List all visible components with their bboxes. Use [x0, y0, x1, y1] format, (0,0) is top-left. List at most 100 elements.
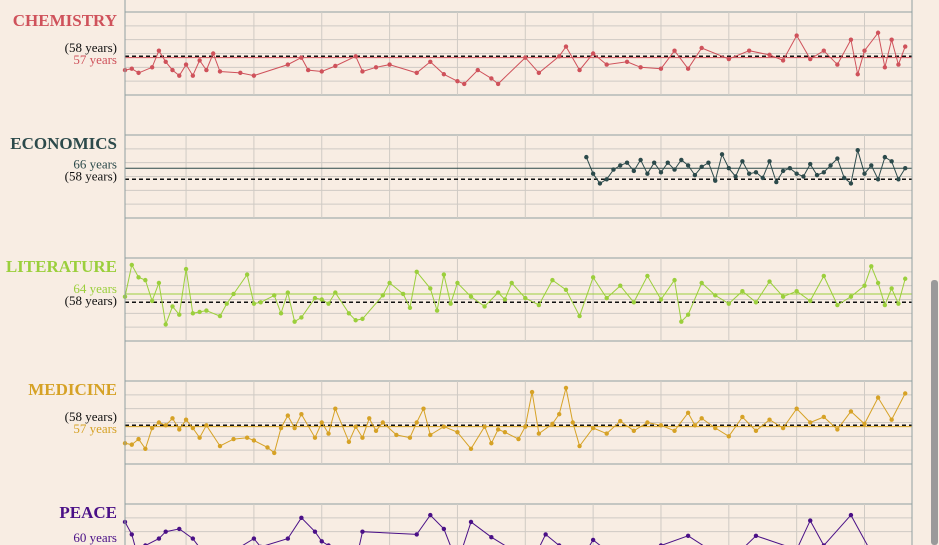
data-point [523, 55, 528, 60]
data-point [190, 536, 196, 541]
data-point [448, 301, 453, 306]
data-point [699, 45, 704, 51]
data-point [740, 414, 745, 420]
data-point [631, 168, 637, 174]
data-point [360, 435, 365, 440]
data-point [814, 172, 820, 178]
panel: LITERATURE 64 years(58 years) [6, 257, 912, 342]
data-point [394, 432, 399, 438]
data-point [346, 439, 352, 445]
data-point [299, 55, 304, 60]
data-point [618, 163, 623, 168]
overall-average-label: (58 years) [65, 40, 117, 55]
data-point [502, 297, 508, 302]
data-point [353, 318, 358, 323]
data-point [170, 416, 175, 421]
data-point [272, 450, 277, 456]
data-point [590, 51, 596, 56]
data-point [760, 175, 765, 181]
data-point [489, 76, 494, 81]
average-label: 57 years [73, 421, 117, 436]
data-point [719, 152, 725, 157]
data-point [808, 298, 813, 304]
data-point [618, 418, 623, 424]
data-point [258, 300, 263, 305]
data-point [217, 443, 223, 449]
data-point [536, 302, 542, 308]
data-point [149, 298, 155, 304]
data-point [177, 427, 182, 432]
data-point [428, 286, 433, 291]
data-point [143, 446, 148, 451]
data-point [251, 536, 257, 541]
data-point [713, 293, 718, 298]
data-point [468, 294, 474, 299]
data-point [156, 536, 162, 541]
data-point [794, 289, 799, 294]
data-point [733, 174, 738, 179]
data-point [869, 163, 874, 168]
data-point [557, 54, 562, 59]
data-point [319, 297, 324, 302]
data-point [848, 181, 854, 186]
data-line [124, 31, 906, 85]
data-point [326, 301, 331, 306]
data-point [204, 423, 209, 428]
panel: MEDICINE 57 years(58 years) [28, 380, 912, 465]
data-point [672, 167, 677, 172]
overall-average-label: (58 years) [65, 409, 117, 424]
data-point [848, 409, 854, 414]
data-point [183, 417, 189, 422]
data-point [794, 33, 799, 38]
data-point [604, 295, 609, 301]
data-point [360, 69, 365, 74]
data-point [536, 70, 542, 76]
data-point [428, 59, 433, 64]
data-point [149, 65, 155, 70]
data-point [740, 159, 745, 164]
data-point [679, 157, 684, 163]
data-point [421, 406, 426, 411]
data-line [124, 387, 906, 454]
panel: CHEMISTRY 57 years(58 years) [13, 11, 912, 96]
data-point [468, 519, 474, 525]
data-point [726, 56, 732, 62]
data-point [183, 266, 189, 272]
data-point [740, 289, 745, 294]
data-point [821, 170, 827, 175]
average-label: 60 years [73, 530, 117, 545]
data-point [590, 171, 596, 176]
data-point [177, 526, 182, 532]
data-point [692, 423, 698, 428]
data-point [170, 67, 175, 73]
data-point [658, 170, 664, 175]
data-point [482, 304, 487, 309]
data-point [794, 171, 799, 176]
data-point [896, 301, 901, 306]
data-point [753, 533, 759, 539]
category-title: MEDICINE [28, 380, 117, 399]
data-point [495, 290, 501, 295]
data-point [489, 441, 494, 446]
data-point [685, 163, 691, 168]
data-point [312, 435, 318, 440]
data-point [685, 312, 691, 317]
data-point [210, 51, 216, 56]
data-point [441, 272, 447, 277]
panel: ECONOMICS 66 years(58 years) [10, 134, 912, 219]
data-point [618, 283, 623, 288]
data-point [468, 446, 474, 451]
data-point [631, 428, 637, 433]
data-point [380, 420, 386, 425]
data-point [780, 294, 786, 299]
data-point [156, 48, 162, 53]
data-point [495, 427, 501, 432]
data-point [875, 177, 881, 182]
data-point [706, 160, 711, 165]
data-point [808, 56, 813, 62]
data-point [821, 48, 827, 53]
data-point [129, 442, 134, 447]
data-point [414, 420, 419, 425]
data-point [136, 275, 141, 280]
data-point [251, 73, 257, 78]
